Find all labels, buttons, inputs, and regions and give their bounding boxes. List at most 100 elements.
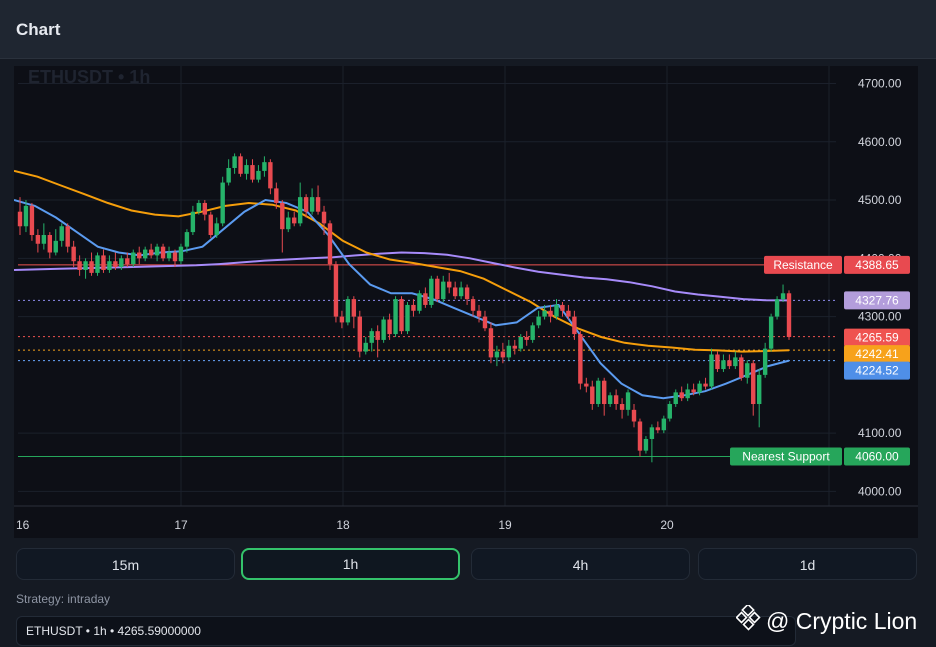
candle-body [166, 252, 172, 259]
candle-body [238, 156, 243, 174]
candle [142, 246, 148, 262]
candle-body [602, 380, 607, 405]
candle-body [107, 261, 112, 270]
candle [286, 211, 291, 233]
x-tick-label: 17 [174, 518, 188, 532]
candle [89, 252, 94, 276]
candle-body [220, 182, 225, 224]
candle [202, 200, 207, 221]
candle-body [506, 345, 512, 358]
timeframe-1d-button[interactable]: 1d [698, 548, 917, 580]
candle [17, 197, 23, 236]
candle [703, 377, 708, 390]
candle [441, 275, 446, 303]
candle [220, 176, 225, 227]
candle [506, 339, 512, 361]
candle-body [309, 197, 315, 212]
candle-body [381, 319, 386, 340]
candle-body [786, 293, 792, 337]
candle [649, 424, 655, 463]
candle [393, 296, 398, 337]
candle-body [578, 334, 583, 384]
candle [95, 252, 100, 276]
candle-body [488, 328, 494, 358]
candle [572, 310, 577, 340]
candle [691, 383, 696, 396]
candle [381, 316, 386, 343]
candle [739, 354, 744, 381]
candle-body [148, 249, 154, 256]
candle-body [95, 255, 100, 273]
candle [619, 398, 625, 419]
candle [101, 249, 106, 273]
candle [71, 240, 76, 268]
candle-body [262, 162, 267, 171]
candle [268, 159, 273, 195]
timeframe-1h-button[interactable]: 1h [241, 548, 460, 580]
candle [160, 243, 166, 262]
candle [512, 339, 517, 355]
candle-body [774, 299, 780, 317]
candle-body [613, 395, 619, 405]
candle [351, 296, 357, 329]
timeframe-4h-button[interactable]: 4h [471, 548, 690, 580]
watermark-text: @ Cryptic Lion [766, 608, 918, 634]
candle-body [584, 383, 589, 387]
candle [363, 336, 368, 355]
candle [35, 229, 41, 253]
y-axis-labels: 4700.004600.004500.004400.004300.004100.… [858, 76, 902, 498]
candle [518, 334, 523, 352]
candle [721, 354, 726, 372]
candle [482, 310, 488, 332]
candle-body [196, 202, 202, 212]
price-badge-2-bg [844, 345, 910, 364]
candle [578, 331, 583, 390]
y-tick-label: 4000.00 [858, 484, 902, 498]
candle [554, 299, 559, 320]
candle [774, 296, 780, 320]
support-tag-bg [730, 447, 842, 466]
price-badge-2: 4242.41 [844, 345, 910, 364]
support-badge: 4060.00 [844, 447, 910, 466]
candle [345, 296, 351, 326]
candle [786, 290, 792, 340]
candle-body [524, 336, 529, 340]
candle [292, 211, 297, 227]
candle [625, 389, 631, 416]
ma-purple-line [13, 251, 790, 302]
candle [768, 313, 774, 352]
candle-body [423, 293, 428, 305]
support-badge-bg [844, 447, 910, 466]
candle-body [214, 223, 219, 236]
candle [685, 383, 690, 402]
candle-body [661, 418, 667, 431]
price-badge-2-text: 4242.41 [855, 347, 899, 361]
candle-body [268, 162, 273, 189]
ma-orange-line [13, 169, 790, 353]
candle-body [47, 235, 53, 253]
candle [452, 281, 458, 300]
candle [709, 348, 714, 390]
candle-body [339, 316, 345, 323]
candle-body [71, 246, 76, 262]
symbol-info-bar: ETHUSDT • 1h • 4265.59000000 [16, 616, 796, 646]
candle-body [590, 386, 595, 405]
candle-body [470, 299, 476, 311]
resistance-tag-text: Resistance [773, 258, 833, 272]
candle-body [77, 261, 82, 270]
candle-body [447, 281, 452, 288]
candle-body [274, 188, 279, 203]
price-badge-3: 4224.52 [844, 361, 910, 380]
candle [77, 255, 82, 276]
candle-body [476, 310, 482, 317]
candle [59, 223, 64, 247]
brand-watermark: @ Cryptic Lion [735, 603, 918, 638]
candle [560, 302, 565, 317]
timeframe-15m-button[interactable]: 15m [16, 548, 235, 580]
chart-grid [14, 66, 918, 507]
candle-body [464, 287, 470, 300]
chart-area[interactable]: ETHUSDT • 1h 4700.004600.004500.004400.0… [13, 66, 918, 538]
candle [631, 404, 637, 428]
price-chart[interactable]: ETHUSDT • 1h 4700.004600.004500.004400.0… [13, 66, 918, 538]
candle-body [399, 299, 404, 332]
